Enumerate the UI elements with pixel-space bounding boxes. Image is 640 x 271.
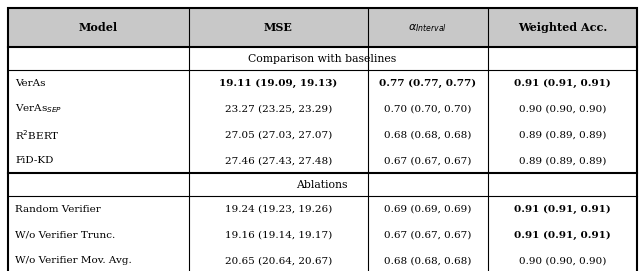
Text: 0.90 (0.90, 0.90): 0.90 (0.90, 0.90) (518, 105, 606, 114)
Text: Weighted Acc.: Weighted Acc. (518, 22, 607, 33)
Text: 0.89 (0.89, 0.89): 0.89 (0.89, 0.89) (518, 156, 606, 165)
Text: 0.91 (0.91, 0.91): 0.91 (0.91, 0.91) (514, 231, 611, 240)
Text: 0.67 (0.67, 0.67): 0.67 (0.67, 0.67) (384, 231, 472, 240)
Text: 0.68 (0.68, 0.68): 0.68 (0.68, 0.68) (384, 130, 472, 139)
Text: 19.24 (19.23, 19.26): 19.24 (19.23, 19.26) (225, 205, 332, 214)
Text: 27.05 (27.03, 27.07): 27.05 (27.03, 27.07) (225, 130, 332, 139)
Text: MSE: MSE (264, 22, 293, 33)
Text: 0.89 (0.89, 0.89): 0.89 (0.89, 0.89) (518, 130, 606, 139)
Text: 0.69 (0.69, 0.69): 0.69 (0.69, 0.69) (384, 205, 472, 214)
Text: Comparison with baselines: Comparison with baselines (248, 54, 396, 64)
Text: VerAs$_{SEP}$: VerAs$_{SEP}$ (15, 103, 63, 115)
Text: 20.65 (20.64, 20.67): 20.65 (20.64, 20.67) (225, 256, 332, 265)
Text: Ablations: Ablations (296, 180, 348, 190)
Text: 23.27 (23.25, 23.29): 23.27 (23.25, 23.29) (225, 105, 332, 114)
Text: 19.16 (19.14, 19.17): 19.16 (19.14, 19.17) (225, 231, 332, 240)
Text: W/o Verifier Trunc.: W/o Verifier Trunc. (15, 231, 116, 240)
Text: VerAs: VerAs (15, 79, 46, 88)
Text: 27.46 (27.43, 27.48): 27.46 (27.43, 27.48) (225, 156, 332, 165)
Text: 0.68 (0.68, 0.68): 0.68 (0.68, 0.68) (384, 256, 472, 265)
Text: 0.91 (0.91, 0.91): 0.91 (0.91, 0.91) (514, 79, 611, 88)
Text: W/o Verifier Mov. Avg.: W/o Verifier Mov. Avg. (15, 256, 132, 265)
Text: 0.70 (0.70, 0.70): 0.70 (0.70, 0.70) (384, 105, 472, 114)
Text: 0.90 (0.90, 0.90): 0.90 (0.90, 0.90) (518, 256, 606, 265)
Text: 0.67 (0.67, 0.67): 0.67 (0.67, 0.67) (384, 156, 472, 165)
Text: Model: Model (79, 22, 118, 33)
Text: $\alpha_{Interval}$: $\alpha_{Interval}$ (408, 22, 447, 34)
Bar (8, 8, 637, 47)
Text: 0.91 (0.91, 0.91): 0.91 (0.91, 0.91) (514, 205, 611, 214)
Text: Random Verifier: Random Verifier (15, 205, 101, 214)
Text: R$^2$BERT: R$^2$BERT (15, 128, 60, 142)
Text: 0.77 (0.77, 0.77): 0.77 (0.77, 0.77) (380, 79, 476, 88)
Text: 19.11 (19.09, 19.13): 19.11 (19.09, 19.13) (220, 79, 337, 88)
Text: FiD-KD: FiD-KD (15, 156, 54, 165)
